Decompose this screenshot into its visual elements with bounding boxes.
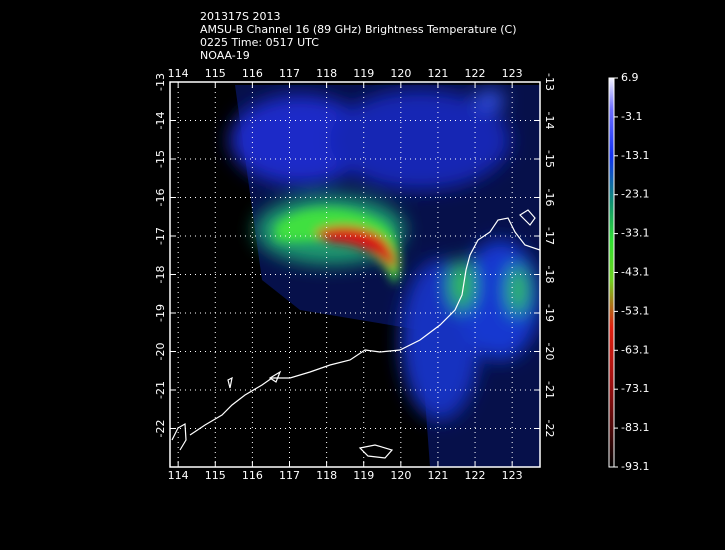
lat-label-left: -21 <box>154 381 167 399</box>
lat-label-right: -13 <box>543 73 556 91</box>
lon-label-top: 123 <box>502 67 523 80</box>
header-line: 201317S 2013 <box>200 10 280 23</box>
lon-label-bottom: 117 <box>279 469 300 482</box>
lon-label-bottom: 122 <box>465 469 486 482</box>
colorbar <box>608 77 615 468</box>
lon-label-top: 122 <box>465 67 486 80</box>
lat-label-right: -21 <box>543 381 556 399</box>
lat-label-left: -13 <box>154 73 167 91</box>
lat-label-right: -17 <box>543 227 556 245</box>
colorbar-label: -83.1 <box>621 421 649 434</box>
lon-label-top: 114 <box>168 67 189 80</box>
colorbar-label: -53.1 <box>621 304 649 317</box>
lon-label-bottom: 121 <box>427 469 448 482</box>
imagery <box>171 85 540 467</box>
storm-core <box>275 208 401 285</box>
lat-label-left: -18 <box>154 266 167 284</box>
lat-label-left: -15 <box>154 150 167 168</box>
lon-label-top: 118 <box>316 67 337 80</box>
lon-label-top: 120 <box>390 67 411 80</box>
lon-label-bottom: 115 <box>205 469 226 482</box>
lon-label-top: 119 <box>353 67 374 80</box>
lat-label-left: -17 <box>154 227 167 245</box>
colorbar-label: -73.1 <box>621 382 649 395</box>
header-line: AMSU-B Channel 16 (89 GHz) Brightness Te… <box>200 23 517 36</box>
lon-label-top: 115 <box>205 67 226 80</box>
lat-label-left: -20 <box>154 343 167 361</box>
lat-label-right: -14 <box>543 112 556 130</box>
lat-label-right: -15 <box>543 150 556 168</box>
colorbar-label: -43.1 <box>621 266 649 279</box>
coastline <box>171 209 540 459</box>
colorbar-label: -23.1 <box>621 188 649 201</box>
colorbar-label: -93.1 <box>621 460 649 473</box>
lon-label-top: 116 <box>242 67 263 80</box>
colorbar-label: -33.1 <box>621 227 649 240</box>
lat-label-left: -16 <box>154 189 167 207</box>
lat-label-left: -22 <box>154 420 167 438</box>
header-line: NOAA-19 <box>200 49 250 62</box>
lon-label-bottom: 118 <box>316 469 337 482</box>
lon-label-bottom: 119 <box>353 469 374 482</box>
lat-label-right: -16 <box>543 189 556 207</box>
colorbar-label: 6.9 <box>621 71 639 84</box>
lon-label-top: 121 <box>427 67 448 80</box>
lon-label-bottom: 116 <box>242 469 263 482</box>
colorbar-label: -63.1 <box>621 343 649 356</box>
lat-label-right: -18 <box>543 266 556 284</box>
lat-label-right: -20 <box>543 343 556 361</box>
colorbar-label: -3.1 <box>621 110 642 123</box>
lat-label-left: -14 <box>154 112 167 130</box>
lon-label-bottom: 123 <box>502 469 523 482</box>
lon-label-top: 117 <box>279 67 300 80</box>
lat-label-right: -22 <box>543 420 556 438</box>
lon-label-bottom: 114 <box>168 469 189 482</box>
header-line: 0225 Time: 0517 UTC <box>200 36 319 49</box>
lon-label-bottom: 120 <box>390 469 411 482</box>
lat-label-right: -19 <box>543 304 556 322</box>
lat-label-left: -19 <box>154 304 167 322</box>
colorbar-label: -13.1 <box>621 149 649 162</box>
